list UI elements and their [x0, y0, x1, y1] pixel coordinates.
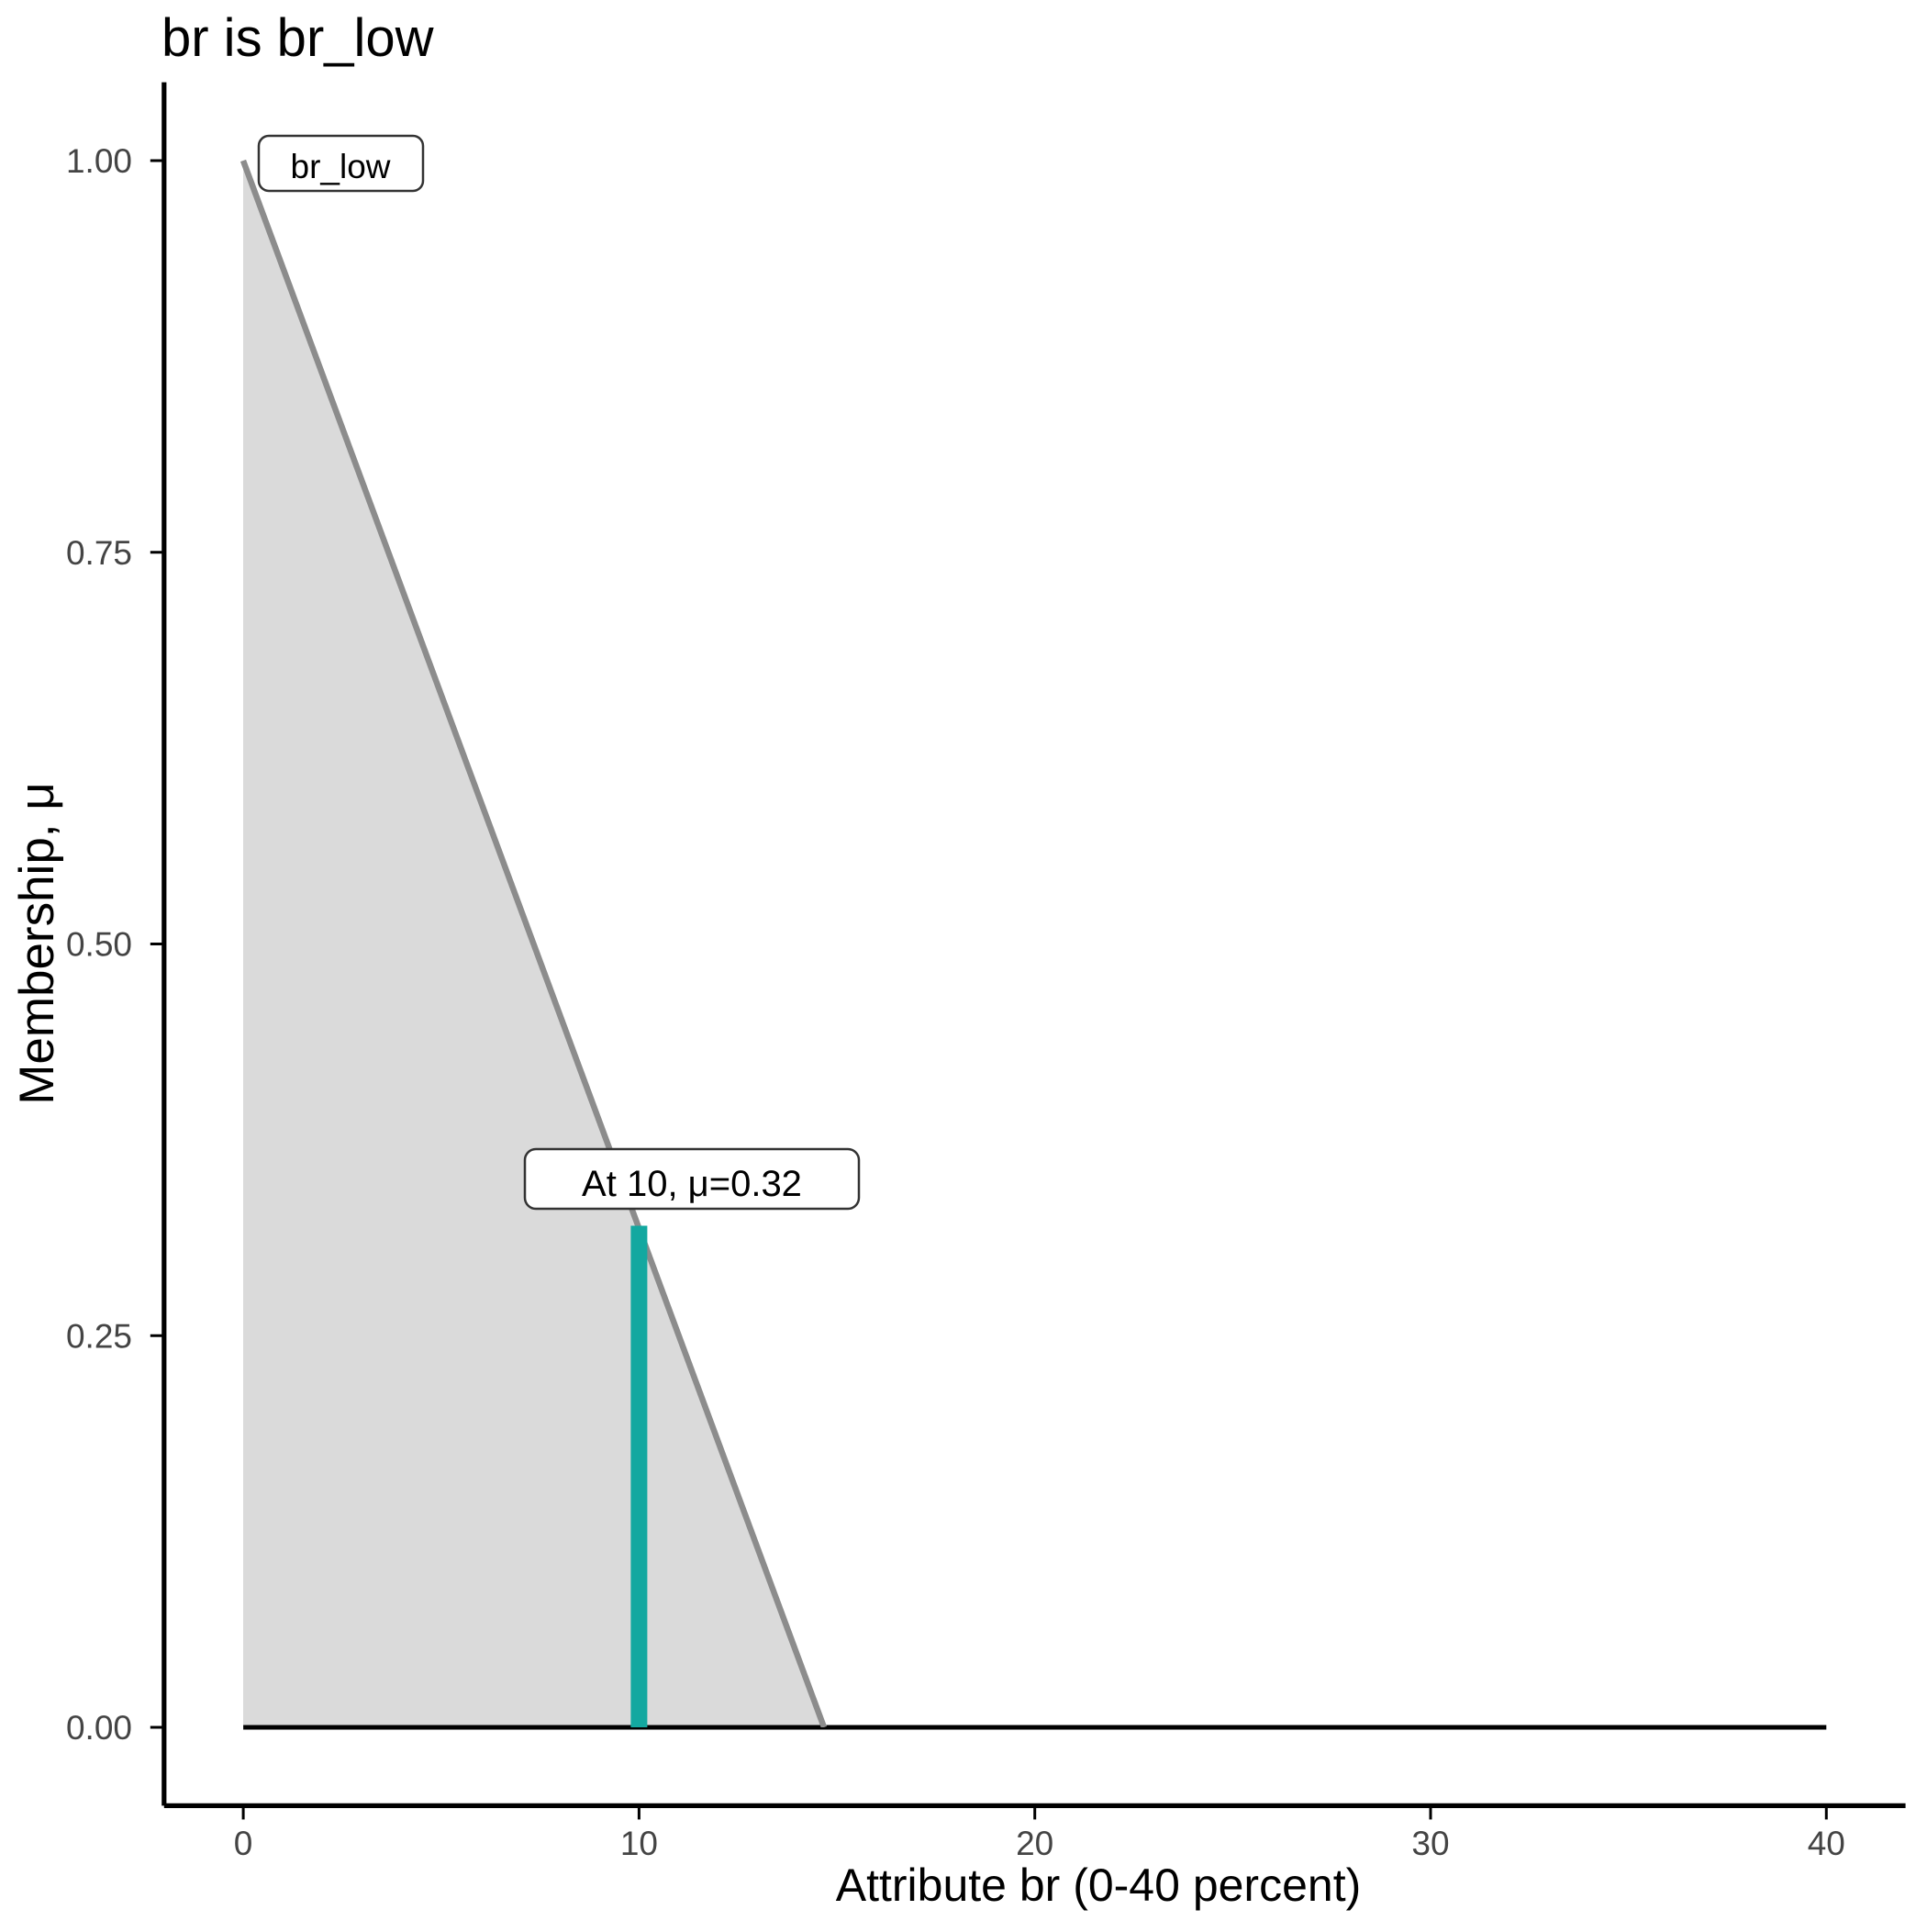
- svg-text:0.75: 0.75: [66, 534, 132, 572]
- svg-text:Attribute br (0-40 percent): Attribute br (0-40 percent): [836, 1859, 1362, 1911]
- svg-text:1.00: 1.00: [66, 142, 132, 180]
- svg-text:Membership, μ: Membership, μ: [10, 782, 64, 1105]
- svg-text:20: 20: [1016, 1825, 1053, 1862]
- svg-text:30: 30: [1411, 1825, 1449, 1862]
- svg-text:0.50: 0.50: [66, 926, 132, 964]
- svg-text:40: 40: [1808, 1825, 1845, 1862]
- svg-text:10: 10: [620, 1825, 658, 1862]
- svg-text:At 10, μ=0.32: At 10, μ=0.32: [582, 1164, 802, 1204]
- svg-text:0.00: 0.00: [66, 1709, 132, 1747]
- svg-text:0: 0: [234, 1825, 253, 1862]
- svg-text:br is br_low: br is br_low: [162, 8, 435, 68]
- svg-text:br_low: br_low: [291, 148, 391, 185]
- svg-text:0.25: 0.25: [66, 1317, 132, 1355]
